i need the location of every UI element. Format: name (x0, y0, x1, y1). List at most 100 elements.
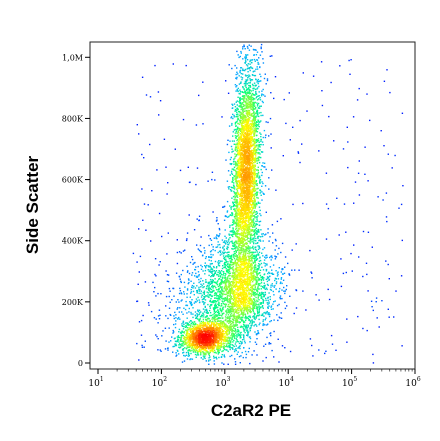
event-dot (200, 322, 202, 325)
event-dot (211, 318, 213, 320)
event-dot (185, 343, 187, 345)
event-dot (253, 299, 256, 301)
event-dot (178, 331, 180, 333)
event-dot (333, 140, 335, 142)
event-dot (229, 294, 231, 297)
event-dot (200, 251, 202, 253)
event-dot (231, 103, 233, 105)
event-dot (231, 168, 233, 170)
event-dot (284, 266, 286, 268)
event-dot (187, 324, 190, 326)
event-dot (241, 127, 243, 130)
event-dot (205, 353, 207, 356)
event-dot (242, 238, 244, 240)
event-dot (231, 248, 233, 250)
event-dot (199, 348, 201, 350)
event-dot (385, 260, 387, 262)
event-dot (232, 131, 234, 133)
event-dot (255, 240, 257, 242)
event-dot (249, 308, 251, 310)
event-dot (260, 135, 262, 138)
event-dot (244, 308, 246, 310)
event-dot (262, 307, 264, 309)
event-dot (274, 255, 276, 257)
event-dot (266, 254, 268, 256)
event-dot (251, 290, 253, 293)
event-dot (202, 280, 204, 282)
event-dot (215, 301, 217, 303)
event-dot (255, 282, 257, 285)
event-dot (226, 211, 228, 213)
event-dot (240, 251, 242, 253)
event-dot (236, 207, 238, 209)
event-dot (249, 362, 251, 365)
event-dot (227, 255, 229, 257)
event-dot (232, 253, 235, 256)
event-dot (258, 278, 260, 280)
event-dot (255, 343, 258, 345)
event-dot (249, 98, 252, 101)
event-dot (223, 286, 226, 289)
event-dot (236, 172, 238, 174)
event-dot (244, 317, 246, 319)
event-dot (254, 190, 257, 192)
event-dot (228, 290, 230, 293)
event-dot (243, 252, 245, 255)
event-dot (231, 151, 233, 153)
event-dot (271, 169, 273, 171)
event-dot (294, 269, 296, 271)
event-dot (281, 345, 284, 347)
event-dot (280, 317, 283, 319)
event-dot (167, 347, 169, 350)
event-dot (261, 252, 263, 254)
event-dot (229, 291, 231, 293)
event-dot (236, 203, 238, 205)
event-dot (253, 258, 256, 260)
event-dot (218, 277, 221, 280)
event-dot (257, 296, 259, 298)
event-dot (258, 159, 260, 161)
event-dot (218, 288, 220, 290)
event-dot (170, 340, 172, 342)
event-dot (194, 261, 196, 264)
event-dot (168, 307, 171, 309)
event-dot (173, 317, 175, 320)
event-dot (283, 290, 285, 292)
event-dot (230, 145, 233, 148)
event-dot (251, 212, 254, 214)
event-dot (238, 311, 240, 314)
event-dot (250, 97, 252, 100)
event-dot (250, 233, 253, 235)
event-dot (236, 200, 238, 202)
event-dot (235, 262, 237, 264)
event-dot (245, 57, 248, 59)
event-dot (249, 246, 251, 248)
event-dot (195, 276, 198, 278)
event-dot (218, 356, 220, 359)
event-dot (202, 254, 204, 256)
event-dot (202, 123, 204, 125)
event-dot (345, 231, 347, 233)
event-dot (250, 108, 253, 110)
event-dot (180, 336, 183, 338)
event-dot (228, 339, 231, 341)
event-dot (271, 269, 273, 271)
event-dot (186, 342, 188, 344)
event-dot (252, 139, 254, 141)
event-dot (216, 295, 218, 297)
event-dot (261, 199, 263, 201)
event-dot (262, 182, 264, 185)
event-dot (218, 278, 220, 280)
event-dot (253, 205, 255, 207)
event-dot (233, 216, 236, 218)
event-dot (248, 259, 250, 262)
event-dot (238, 274, 241, 276)
event-dot (250, 114, 253, 116)
event-dot (231, 197, 233, 199)
event-dot (184, 308, 187, 311)
event-dot (221, 326, 223, 328)
event-dot (251, 121, 254, 123)
event-dot (260, 276, 262, 278)
event-dot (284, 307, 287, 310)
event-dot (242, 95, 244, 97)
